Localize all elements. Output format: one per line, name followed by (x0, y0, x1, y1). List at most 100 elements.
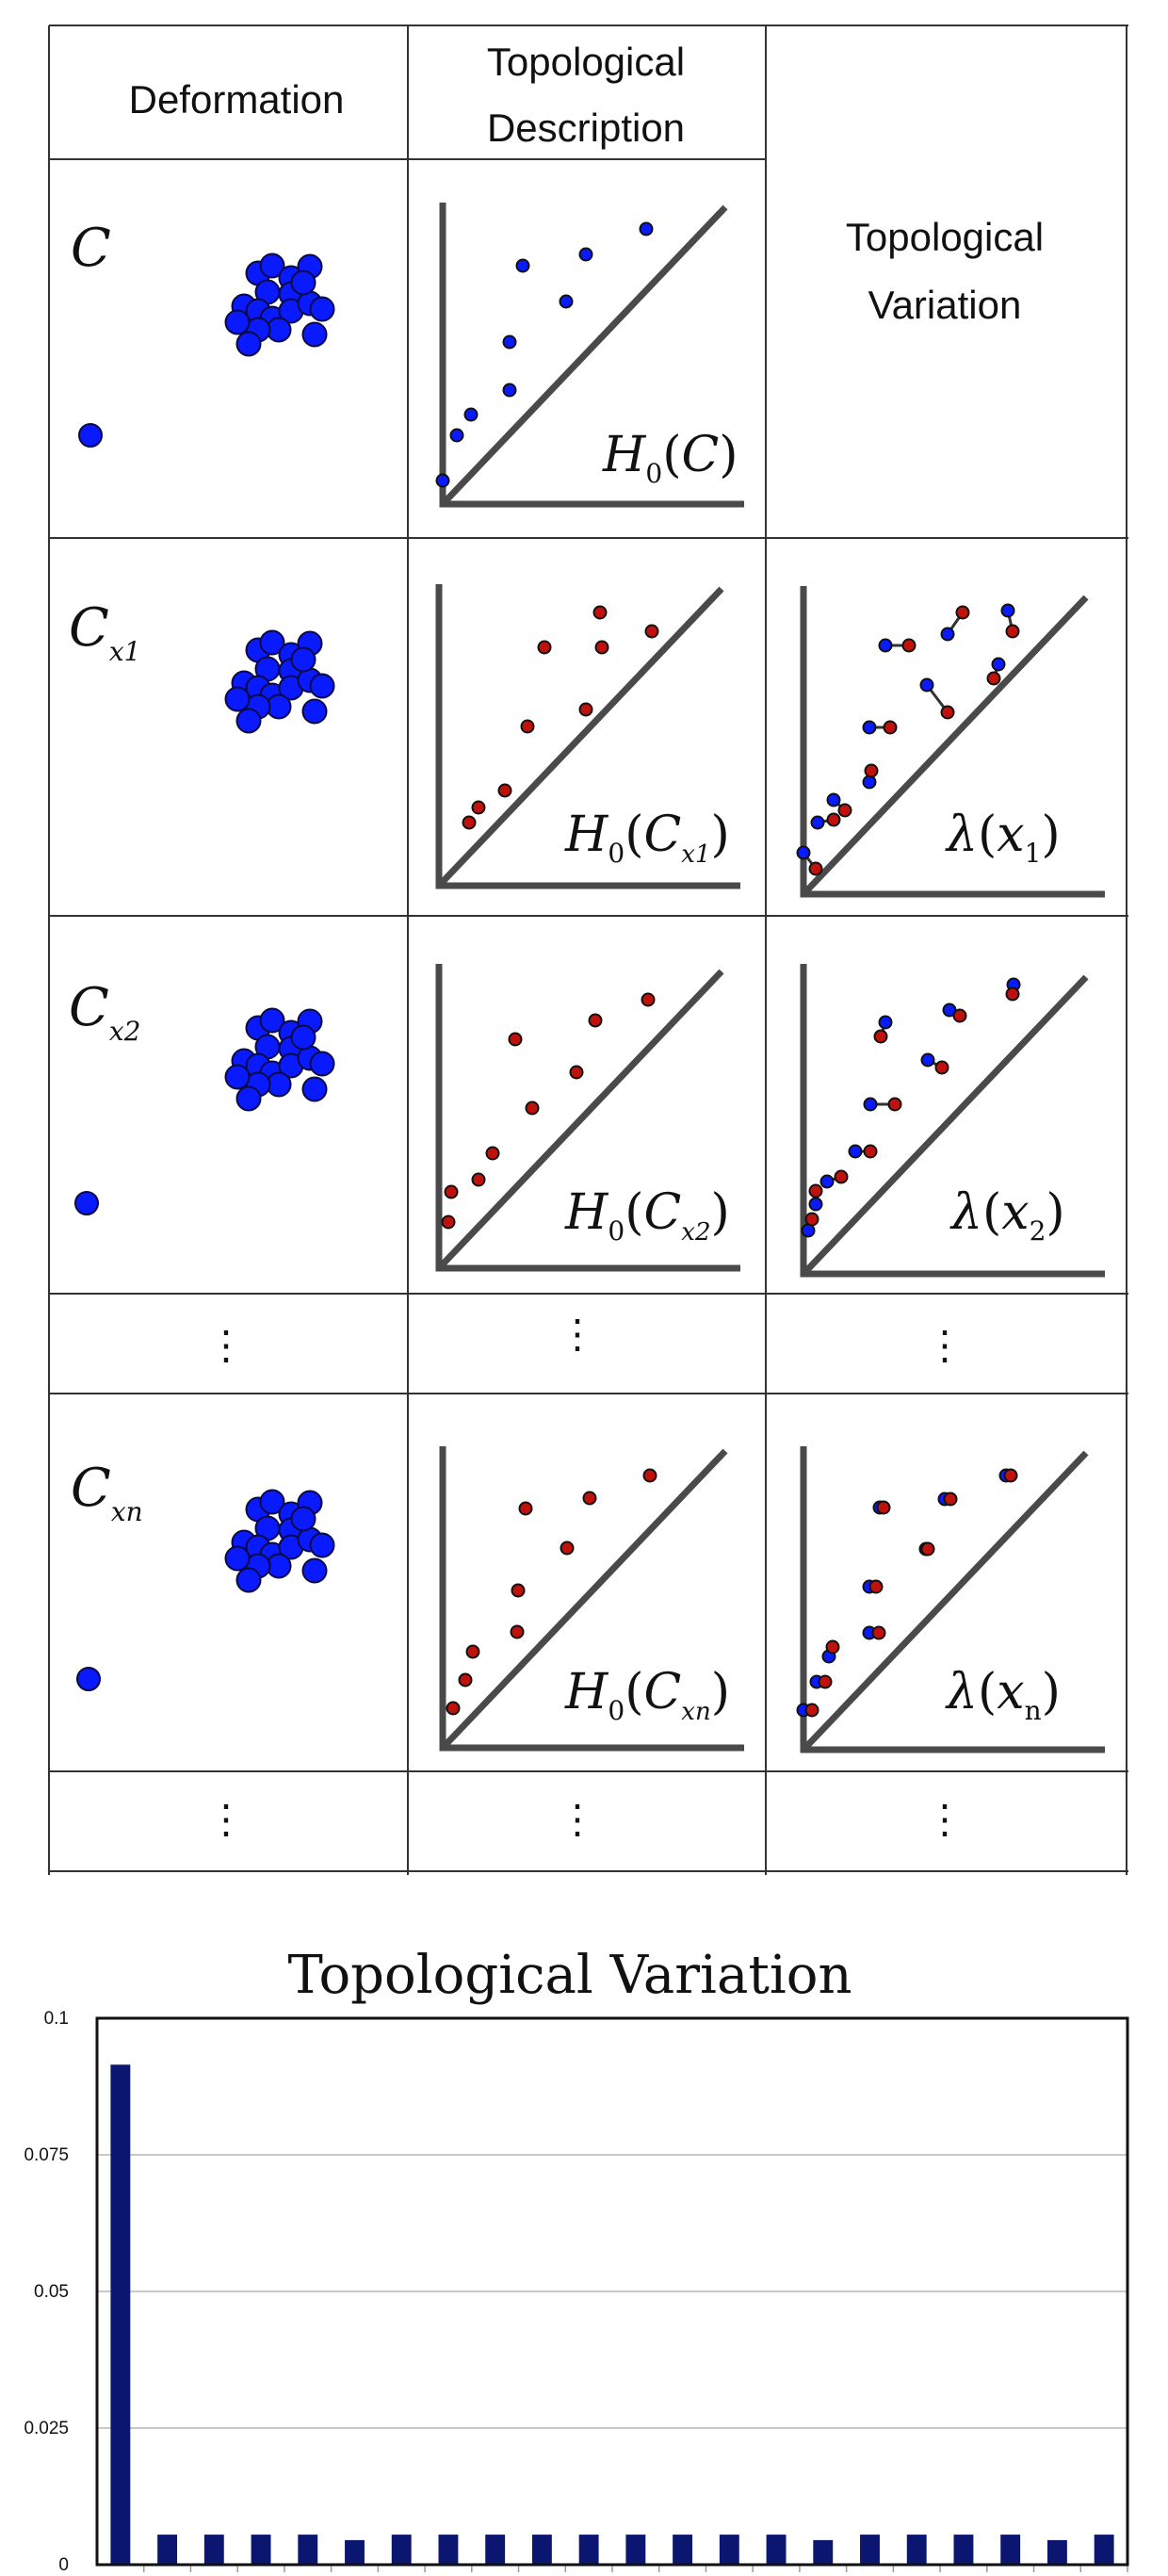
diagram-point (471, 1172, 486, 1187)
point-cloud-c (78, 253, 335, 448)
variation-point-original (848, 1144, 863, 1159)
variation-point-deformed (943, 1492, 958, 1507)
diagram-label-h0-cxn: H0(Cxn) (564, 1664, 730, 1726)
variation-point-deformed (808, 1183, 823, 1198)
cloud-point (290, 1506, 316, 1532)
cloud-point (259, 1007, 285, 1034)
cloud-label-c: C (71, 218, 111, 279)
variation-point-original (919, 677, 934, 693)
bar (860, 2535, 880, 2565)
cloud-point (301, 1076, 328, 1102)
bar (953, 2535, 974, 2565)
variation-point-original (808, 1197, 823, 1212)
variation-point-deformed (863, 1144, 878, 1159)
cloud-point (259, 1489, 285, 1515)
persistence-diagram-h0-cx1 (435, 584, 740, 889)
diagram-label-h0-c: H0(C) (602, 427, 738, 489)
cloud-point-outlier (76, 1667, 101, 1691)
persistence-diagram-h0-c (435, 203, 744, 508)
variation-point-deformed (955, 605, 970, 620)
variation-label-xn: λ(xn) (945, 1664, 1061, 1726)
diagram-point (446, 1701, 461, 1716)
variation-point-original (878, 1015, 893, 1030)
variation-point-deformed (940, 705, 955, 720)
topological-variation-chart: Topological Variation 0 0.025 0.05 0.075 0.1 (24, 1945, 1129, 2575)
diagram-point (569, 1065, 584, 1080)
cloud-point (309, 673, 335, 699)
variation-point-deformed (808, 861, 823, 876)
diagram-point (594, 640, 609, 655)
variation-label-x1: λ(x1) (945, 807, 1061, 869)
header-variation-line1: Topological (846, 215, 1044, 259)
diagram-label-h0-cx1: H0(Cx1) (564, 807, 730, 869)
point-cloud-cx1 (224, 629, 335, 734)
cloud-point (235, 331, 262, 357)
bar (345, 2539, 365, 2565)
header-description-line1: Topological (487, 40, 685, 84)
cloud-point (224, 309, 251, 335)
y-tick-label: 0.1 (44, 2009, 69, 2029)
variation-point-original (862, 720, 877, 735)
diagram-point (497, 783, 512, 798)
variation-point-deformed (804, 1212, 819, 1227)
y-tick-label: 0.025 (24, 2419, 69, 2438)
diagram-point (485, 1146, 500, 1161)
variation-point-deformed (834, 1169, 849, 1184)
ellipsis-deformation-1: ⋮ (206, 1323, 246, 1367)
table-grid (48, 24, 1128, 1875)
variation-point-original (863, 1097, 878, 1112)
cloud-point (309, 1051, 335, 1077)
cloud-point (301, 321, 328, 348)
cloud-point (235, 708, 262, 734)
bar (625, 2535, 646, 2565)
diagram-point (502, 383, 517, 398)
diagram-point (537, 640, 552, 655)
cloud-point (290, 269, 316, 296)
diagram-point (458, 1672, 473, 1687)
cloud-point (235, 1085, 262, 1112)
variation-point-deformed (825, 1639, 840, 1655)
diagram-point (511, 1583, 526, 1598)
variation-point-deformed (952, 1008, 967, 1023)
variation-point-original (920, 1052, 935, 1068)
variation-point-original (1000, 603, 1015, 618)
cloud-point (309, 1532, 335, 1558)
persistence-diagram-h0-cx2 (435, 964, 740, 1272)
ellipsis-variation-2: ⋮ (925, 1797, 965, 1841)
topology-table: Deformation Topological Description Topo… (48, 24, 1128, 1875)
bar (531, 2535, 552, 2565)
cloud-point (224, 686, 251, 712)
chart-plot-frame (95, 2016, 1129, 2567)
header-description-line2: Description (487, 106, 685, 150)
variation-point-original (826, 792, 841, 807)
header-deformation: Deformation (129, 77, 345, 122)
chart-bars (110, 2064, 1128, 2572)
bar (719, 2535, 739, 2565)
diagram-point (502, 334, 517, 350)
bar (157, 2535, 178, 2565)
variation-point-deformed (864, 763, 879, 778)
variation-point-deformed (871, 1625, 886, 1640)
y-tick-label: 0 (58, 2555, 69, 2575)
diagram-point (510, 1624, 525, 1639)
cloud-point (224, 1064, 251, 1090)
diagram-point (444, 1184, 459, 1199)
bar (1094, 2535, 1114, 2565)
variation-point-deformed (887, 1097, 902, 1112)
y-tick-label: 0.075 (24, 2145, 69, 2165)
variation-point-deformed (837, 803, 852, 818)
variation-point-deformed (818, 1674, 833, 1689)
bar (766, 2535, 787, 2565)
variation-point-deformed (883, 720, 898, 735)
cloud-label-cx2: Cx2 (69, 977, 140, 1047)
diagram-point (515, 258, 530, 273)
diagram-point (449, 428, 464, 443)
bar (391, 2535, 412, 2565)
variation-diagram-x2 (800, 964, 1105, 1278)
diagram-point (559, 294, 574, 309)
point-cloud-cxn (76, 1489, 335, 1691)
diagram-point (639, 221, 654, 236)
cloud-point (259, 629, 285, 656)
variation-point-original (810, 815, 825, 830)
variation-diagram-x1 (796, 586, 1105, 898)
